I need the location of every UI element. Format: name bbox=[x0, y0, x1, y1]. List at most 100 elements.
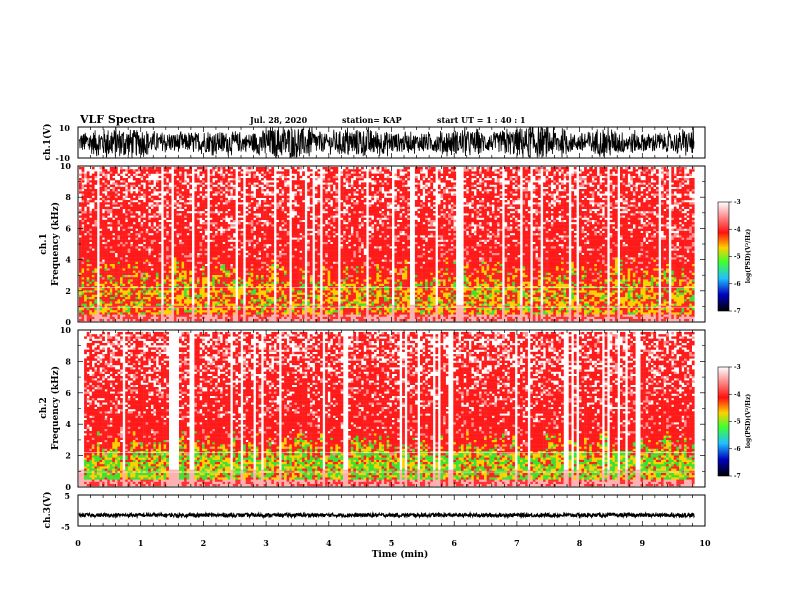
ch1-spectrogram-cell bbox=[82, 303, 85, 305]
ch1-spectrogram-cell bbox=[125, 222, 128, 224]
ch1-spectrogram-cell bbox=[123, 312, 126, 314]
ch1-spectrogram-cell bbox=[92, 233, 95, 235]
ch1-spectrogram-cell bbox=[151, 237, 154, 239]
ch1-spectrogram-cell bbox=[110, 242, 113, 244]
ch1-spectrogram-cell bbox=[153, 220, 156, 222]
ch1-spectrogram-cell bbox=[143, 253, 146, 255]
ch1-spectrogram-cell bbox=[79, 292, 82, 294]
ch1-spectrogram-cell bbox=[92, 308, 95, 310]
ch1-spectrogram-cell bbox=[94, 233, 97, 235]
ch1-spectrogram-cell bbox=[130, 237, 133, 239]
ch1-spectrogram-cell bbox=[82, 257, 85, 259]
ch1-spectrogram-cell bbox=[135, 301, 138, 303]
ch1-spectrogram-cell bbox=[107, 319, 110, 321]
ch1-spectrogram-cell bbox=[92, 262, 95, 264]
ch1-spectrogram-cell bbox=[100, 182, 103, 184]
ch1-spectrogram-cell bbox=[89, 299, 92, 301]
ch1-spectrogram-cell bbox=[146, 303, 149, 305]
ch1-spectrogram-cell bbox=[120, 281, 123, 283]
ch1-spectrogram-cell bbox=[112, 213, 115, 215]
ch1-spectrogram-cell bbox=[143, 226, 146, 228]
ch1-spectrogram-cell bbox=[79, 222, 82, 224]
ch1-spectrogram-cell bbox=[100, 297, 103, 299]
ch1-spectrogram-cell bbox=[94, 189, 97, 191]
ch1-spectrogram-cell bbox=[148, 292, 151, 294]
ch1-spectrogram-cell bbox=[110, 255, 113, 257]
ch1-spectrogram-cell bbox=[148, 281, 151, 283]
ch1-spectrogram-cell bbox=[84, 248, 87, 250]
ch1-spectrogram-cell bbox=[84, 244, 87, 246]
ch1-spectrogram-cell bbox=[107, 198, 110, 200]
ch1-spectrogram-cell bbox=[110, 218, 113, 220]
ch1-spectrogram-cell bbox=[94, 176, 97, 178]
ch1-spectrogram-cell bbox=[105, 198, 108, 200]
ch1-spectrogram-cell bbox=[115, 213, 118, 215]
ch1-spectrogram-cell bbox=[151, 312, 154, 314]
ch1-spectrogram-cell bbox=[110, 303, 113, 305]
ch1-spectrogram-cell bbox=[102, 213, 105, 215]
ch1-spectrogram-cell bbox=[118, 180, 121, 182]
ch1-spectrogram-cell bbox=[100, 202, 103, 204]
ch1-spectrogram-cell bbox=[123, 270, 126, 272]
ch1-spectrogram-cell bbox=[82, 213, 85, 215]
ch1-spectrogram-cell bbox=[107, 233, 110, 235]
ch1-spectrogram-cell bbox=[115, 244, 118, 246]
ch1-spectrogram-cell bbox=[120, 237, 123, 239]
ch1-spectrogram-cell bbox=[125, 231, 128, 233]
ch1-spectrogram-cell bbox=[135, 312, 138, 314]
ch1-spectrogram-cell bbox=[110, 308, 113, 310]
ch1-spectrogram-cell bbox=[141, 310, 144, 312]
ch1-spectrogram-cell bbox=[146, 169, 149, 171]
ch1-spectrogram-cell bbox=[133, 226, 136, 228]
ch1-spectrogram-cell bbox=[120, 255, 123, 257]
ch1-spectrogram-cell bbox=[141, 262, 144, 264]
ch1-spectrogram-cell bbox=[94, 231, 97, 233]
ch1-spectrogram-cell bbox=[146, 277, 149, 279]
ch1-spectrogram-cell bbox=[105, 319, 108, 321]
ch1-spectrogram-cell bbox=[125, 233, 128, 235]
ch1-spectrogram-cell bbox=[148, 275, 151, 277]
ch1-spectrogram-cell bbox=[79, 229, 82, 231]
ch1-spectrogram-cell bbox=[148, 308, 151, 310]
ch1-spectrogram-cell bbox=[118, 310, 121, 312]
ch1-spectrogram-cell bbox=[130, 222, 133, 224]
ch1-spectrogram-cell bbox=[146, 204, 149, 206]
ch1-spectrogram-cell bbox=[105, 209, 108, 211]
ch1-spectrogram-cell bbox=[125, 290, 128, 292]
ch1-spectrogram-cell bbox=[79, 262, 82, 264]
ch1-spectrogram-cell bbox=[153, 240, 156, 242]
ch1-spectrogram-cell bbox=[153, 196, 156, 198]
ch1-spectrogram-cell bbox=[92, 303, 95, 305]
ch1-spectrogram-cell bbox=[87, 176, 90, 178]
ch1-spectrogram-cell bbox=[118, 213, 121, 215]
ch1-spectrogram-cell bbox=[125, 299, 128, 301]
ch1-spectrogram-cell bbox=[146, 248, 149, 250]
ch1-spectrogram-cell bbox=[107, 209, 110, 211]
ch1-spectrogram-cell bbox=[141, 284, 144, 286]
ch1-spectrogram-cell bbox=[107, 211, 110, 213]
ch1-spectrogram-cell bbox=[151, 314, 154, 316]
ch1-spectrogram-cell bbox=[107, 231, 110, 233]
ch1-spectrogram-cell bbox=[135, 275, 138, 277]
ch1-spectrogram-cell bbox=[138, 178, 141, 180]
ch1-spectrogram-cell bbox=[102, 308, 105, 310]
ch1-spectrogram-cell bbox=[118, 275, 121, 277]
ch1-spectrogram-cell bbox=[92, 182, 95, 184]
ch1-spectrogram-cell bbox=[82, 185, 85, 187]
ch1-spectrogram-cell bbox=[146, 281, 149, 283]
ch1-spectrogram-cell bbox=[118, 231, 121, 233]
date-label: Jul. 28, 2020 bbox=[249, 115, 308, 125]
ch1-spectrogram-cell bbox=[87, 312, 90, 314]
ch1-spectrogram-cell bbox=[79, 237, 82, 239]
ch1-spectrogram-cell bbox=[102, 301, 105, 303]
ch1-spectrogram-cell bbox=[92, 200, 95, 202]
ch1-spectrogram-cell bbox=[120, 266, 123, 268]
ch1-spectrogram-cell bbox=[102, 220, 105, 222]
ch1-spectrogram-cell bbox=[100, 266, 103, 268]
ch1-spectrogram-cell bbox=[120, 193, 123, 195]
ch1-spectrogram-cell bbox=[123, 259, 126, 261]
ch1-spectrogram-cell bbox=[125, 259, 128, 261]
ch1-spectrogram-cell bbox=[94, 255, 97, 257]
ch1-spectrogram-cell bbox=[115, 257, 118, 259]
ch1-spectrogram-cell bbox=[135, 279, 138, 281]
